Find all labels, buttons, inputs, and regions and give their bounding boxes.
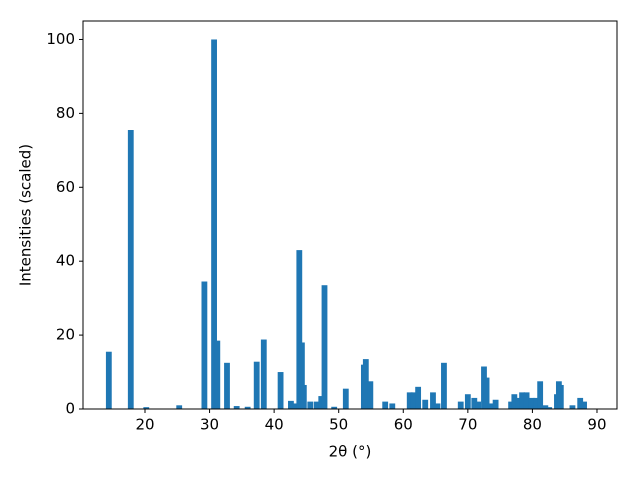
bar	[214, 340, 221, 409]
y-tick-label: 0	[65, 400, 75, 418]
bar	[176, 405, 183, 409]
y-tick-label: 60	[56, 178, 75, 196]
bar	[127, 130, 134, 409]
bar	[528, 397, 535, 409]
bar	[483, 377, 490, 409]
bar	[569, 405, 576, 409]
bar	[557, 384, 564, 409]
y-tick-label: 20	[56, 326, 75, 344]
x-tick-label: 30	[200, 416, 219, 434]
bar	[288, 400, 294, 409]
bar	[143, 407, 150, 409]
bar	[313, 401, 320, 409]
bar	[511, 394, 518, 409]
x-tick-label: 20	[135, 416, 154, 434]
bar	[415, 386, 422, 409]
bar	[318, 396, 325, 409]
y-tick-label: 40	[56, 252, 75, 270]
bar	[475, 401, 482, 409]
bar	[211, 39, 217, 409]
y-tick-label: 80	[56, 104, 75, 122]
x-axis-label: 2θ (°)	[329, 443, 372, 461]
bar	[233, 406, 240, 409]
bar	[492, 399, 499, 409]
bar	[300, 384, 307, 409]
bar	[342, 388, 349, 409]
x-tick-label: 70	[458, 416, 477, 434]
x-tick-label: 80	[523, 416, 542, 434]
bar	[406, 392, 413, 409]
bar	[253, 361, 260, 409]
bar	[533, 397, 540, 409]
bar	[321, 285, 328, 409]
bar	[201, 281, 208, 409]
x-tick-label: 40	[265, 416, 284, 434]
bar	[331, 406, 338, 409]
bar	[441, 362, 447, 409]
bar	[487, 403, 494, 409]
plot-frame	[82, 20, 618, 410]
bar	[581, 401, 587, 409]
bar	[577, 397, 584, 409]
bar	[546, 407, 553, 409]
bar	[464, 394, 471, 409]
bar	[382, 401, 389, 409]
bar	[457, 401, 464, 409]
bar	[422, 399, 429, 409]
bar	[434, 403, 441, 409]
bar	[519, 392, 525, 409]
x-tick-label: 90	[587, 416, 606, 434]
bar	[367, 381, 374, 409]
bar	[105, 351, 112, 409]
bar	[298, 342, 305, 409]
bar	[515, 397, 522, 409]
y-axis-label: Intensities (scaled)	[17, 144, 35, 286]
bar	[410, 392, 417, 409]
bar	[224, 362, 230, 409]
bar	[244, 406, 251, 409]
bar	[542, 405, 549, 409]
bar	[362, 359, 369, 409]
bar	[537, 381, 544, 409]
bar	[523, 392, 530, 409]
bar	[430, 392, 436, 409]
bar	[277, 372, 284, 409]
y-tick-label: 100	[46, 30, 75, 48]
bar	[508, 401, 515, 409]
bar	[260, 339, 267, 409]
x-tick-label: 60	[394, 416, 413, 434]
bar	[307, 401, 314, 409]
bar	[296, 250, 303, 409]
bar	[389, 403, 396, 409]
x-tick-label: 50	[329, 416, 348, 434]
bar	[471, 397, 478, 409]
bar	[292, 403, 299, 409]
